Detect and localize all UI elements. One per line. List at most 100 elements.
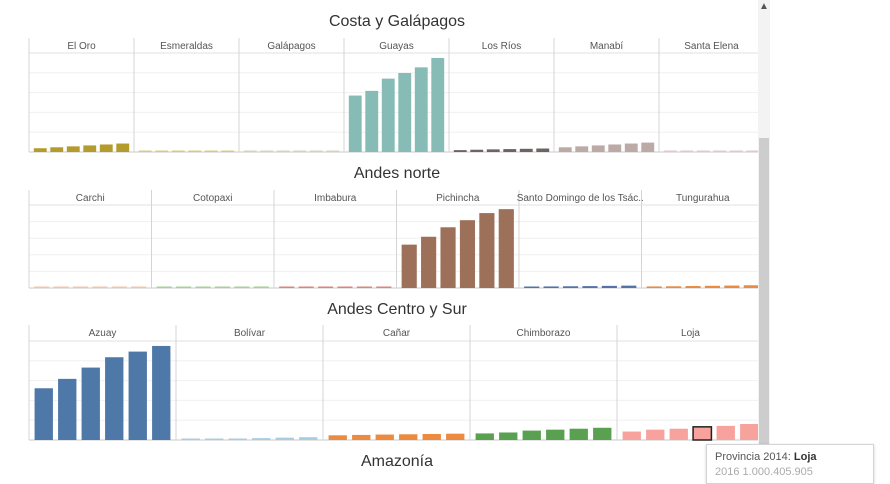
bar bbox=[299, 437, 318, 440]
bar bbox=[176, 286, 192, 288]
bar bbox=[205, 438, 224, 440]
bar bbox=[713, 150, 727, 152]
bar bbox=[81, 367, 100, 440]
bar bbox=[348, 95, 362, 152]
bar bbox=[503, 149, 517, 152]
bar bbox=[188, 150, 202, 152]
bar bbox=[486, 149, 500, 152]
bar bbox=[92, 286, 108, 288]
bar bbox=[275, 437, 294, 440]
scroll-up-arrow-icon[interactable]: ▲ bbox=[759, 1, 769, 12]
bar bbox=[228, 438, 247, 440]
bar bbox=[234, 286, 250, 288]
bar bbox=[398, 72, 412, 152]
bar bbox=[72, 286, 89, 288]
bar bbox=[58, 378, 77, 440]
bar bbox=[591, 145, 605, 152]
scrollbar-thumb[interactable] bbox=[759, 138, 769, 470]
province-label: Imbabura bbox=[314, 193, 357, 204]
bar bbox=[50, 147, 64, 152]
panel-title: Andes Centro y Sur bbox=[327, 301, 467, 318]
bar bbox=[152, 345, 171, 440]
province-label: Cotopaxi bbox=[193, 193, 232, 204]
bar bbox=[253, 286, 269, 288]
bar bbox=[608, 144, 622, 152]
bar bbox=[743, 285, 759, 288]
bar bbox=[746, 150, 760, 152]
panel-title: Amazonía bbox=[361, 453, 433, 470]
bar bbox=[376, 286, 392, 288]
bar bbox=[53, 286, 69, 288]
province-label: Azuay bbox=[89, 328, 117, 339]
bar bbox=[729, 150, 743, 152]
bar bbox=[522, 430, 541, 440]
bar bbox=[155, 150, 169, 152]
bar bbox=[195, 286, 211, 288]
bar bbox=[422, 433, 441, 440]
bar bbox=[399, 434, 418, 440]
bar bbox=[111, 286, 127, 288]
bar bbox=[622, 431, 641, 440]
bar bbox=[431, 57, 445, 153]
province-label: Loja bbox=[681, 328, 700, 339]
tooltip-row2-label: 2016 bbox=[715, 466, 740, 478]
bar bbox=[558, 147, 572, 152]
bar bbox=[704, 285, 721, 288]
bar bbox=[646, 429, 665, 440]
province-label: Esmeraldas bbox=[160, 41, 213, 52]
bar bbox=[260, 150, 274, 152]
bar bbox=[243, 150, 257, 152]
bar bbox=[621, 285, 637, 288]
bar bbox=[298, 286, 314, 288]
bar bbox=[156, 286, 172, 288]
bar bbox=[309, 150, 323, 152]
bar bbox=[293, 150, 307, 152]
bar bbox=[569, 428, 588, 440]
bar bbox=[440, 227, 456, 288]
bar bbox=[337, 286, 353, 288]
bar bbox=[171, 150, 185, 152]
bar bbox=[414, 67, 428, 152]
bar bbox=[83, 145, 97, 152]
bar bbox=[669, 428, 688, 440]
bar bbox=[663, 150, 677, 152]
bar bbox=[204, 150, 218, 152]
bar bbox=[453, 150, 467, 152]
bar bbox=[181, 438, 200, 440]
bar bbox=[33, 148, 47, 152]
bar bbox=[716, 425, 735, 440]
bar bbox=[475, 433, 494, 440]
bar bbox=[328, 435, 347, 440]
tooltip-label: Provincia 2014: bbox=[715, 451, 791, 463]
tooltip-value: Loja bbox=[793, 451, 817, 463]
bar bbox=[470, 149, 484, 152]
tooltip-row2-value: 1.000.405.905 bbox=[742, 466, 813, 478]
bar bbox=[624, 143, 638, 152]
bar bbox=[276, 150, 290, 152]
bar bbox=[221, 150, 235, 152]
bar bbox=[524, 286, 540, 288]
panel-title: Andes norte bbox=[354, 165, 440, 182]
bar bbox=[352, 434, 371, 440]
province-label: Tungurahua bbox=[676, 193, 730, 204]
bar bbox=[692, 426, 713, 441]
bar bbox=[116, 143, 130, 152]
bar bbox=[546, 429, 565, 440]
bar bbox=[34, 286, 50, 288]
bar bbox=[401, 244, 417, 288]
bar bbox=[685, 286, 701, 288]
bar bbox=[138, 150, 152, 152]
bar bbox=[131, 286, 147, 288]
bar bbox=[99, 144, 113, 152]
bar bbox=[381, 78, 395, 152]
bar bbox=[646, 286, 662, 288]
chart-dashboard: Costa y Galápagos El Oro Esmeraldas Galápag… bbox=[28, 13, 765, 470]
bar bbox=[562, 286, 579, 288]
bar bbox=[317, 286, 334, 288]
tooltip: Provincia 2014: Loja 2016 1.000.405.905 bbox=[706, 444, 874, 484]
province-label: Bolívar bbox=[234, 328, 266, 339]
province-label: Cañar bbox=[383, 328, 411, 339]
bar bbox=[666, 286, 682, 288]
bar bbox=[128, 351, 147, 440]
panel-title: Costa y Galápagos bbox=[329, 13, 465, 30]
